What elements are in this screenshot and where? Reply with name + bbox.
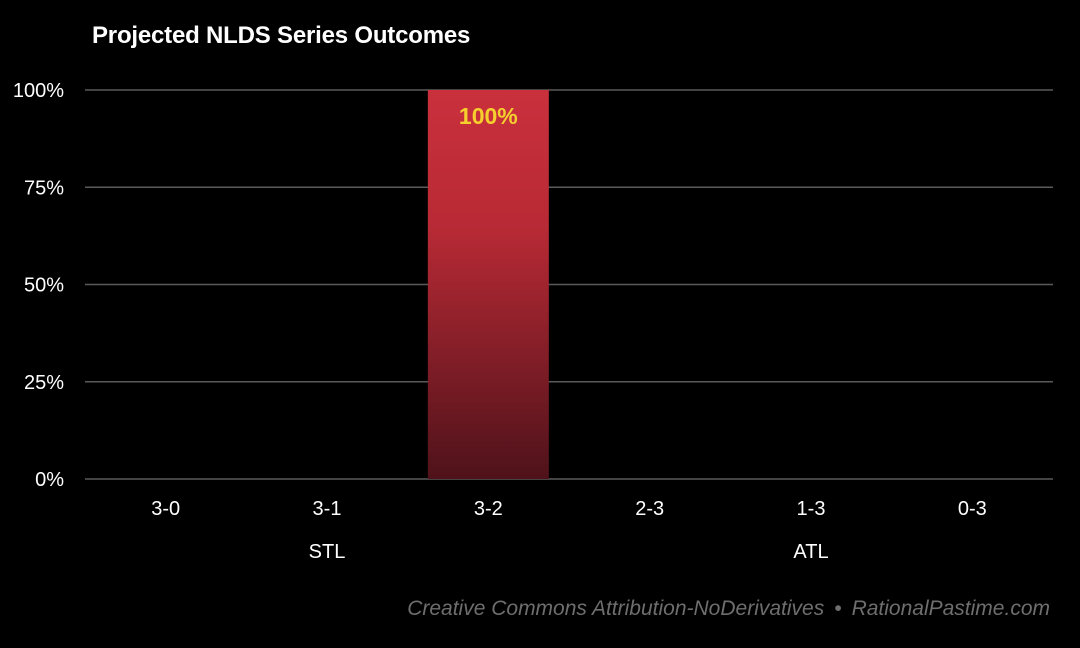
x-tick-label: 3-1: [313, 498, 342, 520]
x-tick-label: 2-3: [635, 498, 664, 520]
x-tick-label: 1-3: [797, 498, 826, 520]
y-tick-label: 100%: [13, 80, 64, 102]
team-label-atl: ATL: [793, 541, 828, 563]
y-axis: 0% 25% 50% 75% 100%: [13, 80, 64, 491]
attribution-footer: Creative Commons Attribution-NoDerivativ…: [407, 597, 1050, 621]
x-tick-label: 0-3: [958, 498, 987, 520]
y-tick-label: 75%: [24, 177, 64, 199]
x-tick-label: 3-2: [474, 498, 503, 520]
y-tick-label: 50%: [24, 275, 64, 297]
chart-title: Projected NLDS Series Outcomes: [92, 22, 471, 49]
license-text: Creative Commons Attribution-NoDerivativ…: [407, 597, 825, 620]
y-tick-label: 0%: [35, 469, 64, 491]
bar-value-label: 100%: [459, 103, 518, 129]
bars: 100%: [427, 90, 549, 479]
team-label-stl: STL: [309, 541, 346, 563]
site-text: RationalPastime.com: [851, 597, 1050, 620]
team-labels: STL ATL: [309, 541, 829, 563]
gridlines: [85, 89, 1053, 480]
bar-3-2: [427, 90, 549, 479]
x-axis: 3-0 3-1 3-2 2-3 1-3 0-3: [151, 498, 987, 520]
x-tick-label: 3-0: [151, 498, 180, 520]
footer-separator: •: [834, 597, 842, 620]
y-tick-label: 25%: [24, 372, 64, 394]
